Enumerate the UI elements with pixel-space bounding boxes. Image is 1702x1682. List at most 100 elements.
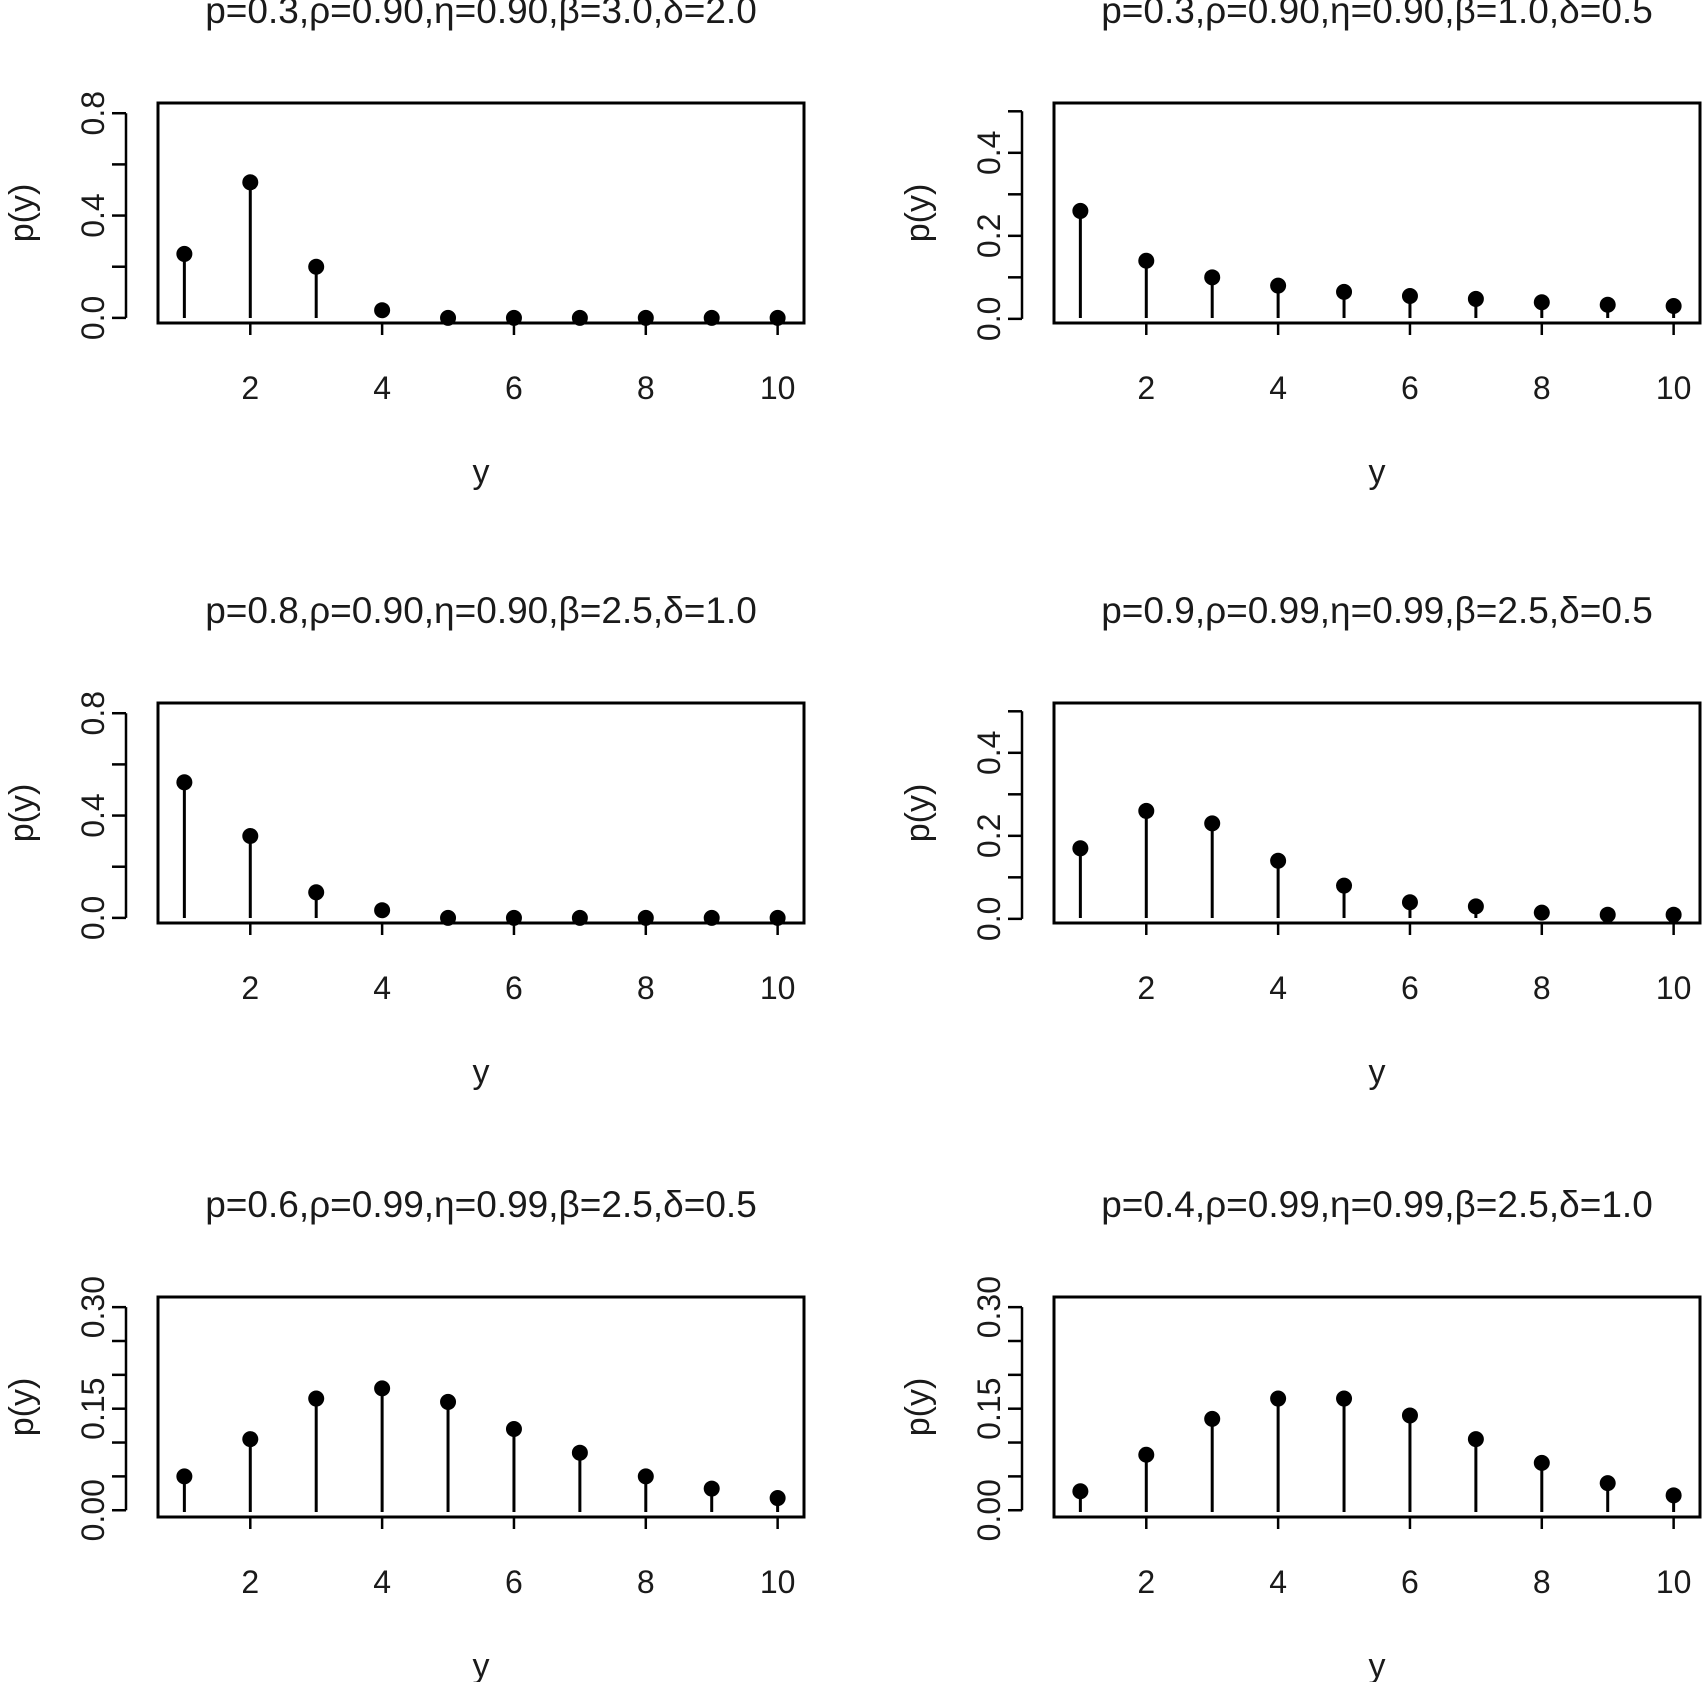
data-point <box>769 1490 786 1507</box>
data-point <box>1072 1483 1089 1500</box>
y-tick-label: 0.15 <box>75 1378 111 1440</box>
x-tick-label: 10 <box>760 970 796 1006</box>
y-axis-label: p(y) <box>3 184 41 243</box>
panel-6: p=0.4,ρ=0.99,η=0.99,β=2.5,δ=1.0 0.00 0.15 0… <box>899 1184 1702 1682</box>
plot-frame <box>156 701 806 925</box>
x-tick-label: 6 <box>505 370 523 406</box>
data-point <box>1072 202 1089 219</box>
data-point <box>176 1468 193 1485</box>
data-point <box>308 258 325 275</box>
x-tick-label: 8 <box>1533 970 1551 1006</box>
data-point <box>374 302 391 319</box>
data-point <box>1599 906 1616 923</box>
data-point <box>505 909 522 926</box>
panel-2: p=0.3,ρ=0.90,η=0.90,β=1.0,δ=0.5 0.0 0.2 0.4… <box>899 0 1702 491</box>
data-point <box>1138 252 1155 269</box>
plot-frame <box>156 101 806 325</box>
x-tick-label: 6 <box>1401 370 1419 406</box>
data-point <box>440 909 457 926</box>
x-tick-label: 6 <box>1401 970 1419 1006</box>
x-tick-label: 8 <box>637 970 655 1006</box>
data-point <box>1204 815 1221 832</box>
data-point <box>1401 894 1418 911</box>
x-tick-label: 10 <box>760 370 796 406</box>
x-axis-label: y <box>1369 1053 1386 1091</box>
x-tick-label: 4 <box>1269 370 1287 406</box>
x-axis-label: y <box>473 1053 490 1091</box>
data-point <box>440 309 457 326</box>
data-point <box>1336 1390 1353 1407</box>
data-point <box>1204 269 1221 286</box>
data-point <box>769 309 786 326</box>
x-tick-label: 10 <box>1656 370 1692 406</box>
plot-title: p=0.3,ρ=0.90,η=0.90,β=1.0,δ=0.5 <box>1101 0 1653 31</box>
data-point <box>1665 297 1682 314</box>
x-tick-label: 4 <box>373 370 391 406</box>
data-point <box>571 909 588 926</box>
y-tick-label: 0.2 <box>971 814 1007 858</box>
data-point <box>1336 283 1353 300</box>
x-tick-label: 2 <box>1137 1564 1155 1600</box>
data-point <box>505 1421 522 1437</box>
data-point <box>1270 1390 1287 1407</box>
plot-frame <box>1052 701 1702 925</box>
data-point <box>703 309 720 326</box>
x-tick-label: 6 <box>1401 1564 1419 1600</box>
x-tick-label: 4 <box>373 970 391 1006</box>
y-axis-label: p(y) <box>3 1378 41 1437</box>
plot-title: p=0.3,ρ=0.90,η=0.90,β=3.0,δ=2.0 <box>205 0 757 31</box>
y-tick-label: 0.4 <box>971 731 1007 775</box>
x-tick-label: 2 <box>1137 970 1155 1006</box>
plot-title: p=0.9,ρ=0.99,η=0.99,β=2.5,δ=0.5 <box>1101 590 1653 631</box>
data-point <box>1270 277 1287 294</box>
y-tick-label: 0.15 <box>971 1378 1007 1440</box>
x-axis-label: y <box>473 1647 490 1682</box>
plot-title: p=0.4,ρ=0.99,η=0.99,β=2.5,δ=1.0 <box>1101 1184 1653 1225</box>
y-tick-label: 0.0 <box>75 296 111 340</box>
data-point <box>176 245 193 262</box>
data-point <box>440 1393 457 1410</box>
data-point <box>637 309 654 326</box>
data-point <box>176 774 193 791</box>
data-point <box>637 1468 654 1485</box>
data-point <box>374 902 391 919</box>
y-axis-label: p(y) <box>899 784 937 843</box>
x-axis-label: y <box>1369 1647 1386 1682</box>
x-tick-label: 10 <box>760 1564 796 1600</box>
plot-title: p=0.6,ρ=0.99,η=0.99,β=2.5,δ=0.5 <box>205 1184 757 1225</box>
x-axis-label: y <box>1369 453 1386 491</box>
data-point <box>242 1431 259 1448</box>
x-tick-label: 10 <box>1656 1564 1692 1600</box>
plot-frame <box>1052 1295 1702 1519</box>
x-tick-label: 4 <box>1269 970 1287 1006</box>
x-tick-label: 2 <box>1137 370 1155 406</box>
y-tick-label: 0.8 <box>75 691 111 735</box>
plot-frame <box>1052 101 1702 325</box>
data-point <box>1533 294 1550 311</box>
data-point <box>1467 290 1484 307</box>
y-axis-label: p(y) <box>899 184 937 243</box>
y-tick-label: 0.4 <box>75 793 111 837</box>
x-tick-label: 8 <box>637 1564 655 1600</box>
data-point <box>1665 906 1682 923</box>
data-point <box>1138 802 1155 819</box>
y-tick-label: 0.0 <box>971 297 1007 341</box>
panel-5: p=0.6,ρ=0.99,η=0.99,β=2.5,δ=0.5 0.00 0.15 0… <box>3 1184 806 1682</box>
data-point <box>1401 288 1418 305</box>
x-tick-label: 4 <box>1269 1564 1287 1600</box>
y-tick-label: 0.30 <box>75 1276 111 1338</box>
y-tick-label: 0.4 <box>75 193 111 237</box>
panel-1: p=0.3,ρ=0.90,η=0.90,β=3.0,δ=2.0 0.0 0.4 0.8… <box>3 0 806 491</box>
data-point <box>703 909 720 926</box>
y-tick-label: 0.0 <box>971 897 1007 941</box>
data-point <box>1467 898 1484 915</box>
x-tick-label: 2 <box>241 370 259 406</box>
plot-title: p=0.8,ρ=0.90,η=0.90,β=2.5,δ=1.0 <box>205 590 757 631</box>
x-tick-label: 2 <box>241 970 259 1006</box>
y-tick-label: 0.30 <box>971 1276 1007 1338</box>
y-tick-label: 0.4 <box>971 131 1007 175</box>
data-point <box>571 1444 588 1461</box>
y-tick-label: 0.8 <box>75 91 111 135</box>
data-point <box>308 884 325 901</box>
